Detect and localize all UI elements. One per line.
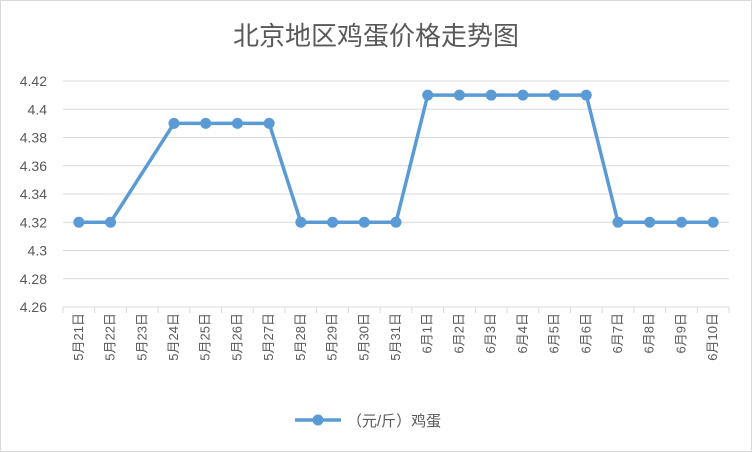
y-tick-label: 4.38	[20, 130, 47, 146]
x-tick-label: 5月22日	[103, 313, 118, 361]
series-layer	[73, 89, 719, 228]
x-tick-label: 6月3日	[483, 313, 498, 353]
x-tick-label: 5月29日	[325, 313, 340, 361]
data-point	[200, 117, 212, 129]
x-tick-label: 6月8日	[642, 313, 657, 353]
y-tick-label: 4.36	[20, 158, 47, 174]
y-tick-label: 4.28	[20, 271, 47, 287]
data-point	[675, 216, 687, 228]
y-tick-label: 4.42	[20, 73, 47, 89]
data-point	[390, 216, 402, 228]
x-tick-label: 5月23日	[134, 313, 149, 361]
data-point	[263, 117, 275, 129]
x-tick-label: 6月5日	[547, 313, 562, 353]
data-point	[168, 117, 180, 129]
x-tick-label: 5月25日	[198, 313, 213, 361]
data-point	[231, 117, 243, 129]
x-tick-label: 5月26日	[229, 313, 244, 361]
data-point	[422, 89, 434, 101]
data-point	[517, 89, 529, 101]
x-tick-label: 5月30日	[356, 313, 371, 361]
x-tick-label: 6月4日	[515, 313, 530, 353]
x-tick-label: 6月2日	[451, 313, 466, 353]
y-tick-label: 4.26	[20, 299, 47, 315]
x-tick-label: 6月9日	[673, 313, 688, 353]
data-point	[453, 89, 465, 101]
legend-label: （元/斤）鸡蛋	[347, 413, 441, 430]
x-tick-label: 5月24日	[166, 313, 181, 361]
y-tick-label: 4.4	[28, 101, 48, 117]
x-axis-ticks: 5月21日 5月22日 5月23日 5月24日 5月25日 5月26日 5月27日 5月28日…	[62, 306, 730, 361]
gridlines	[63, 80, 729, 308]
data-point	[549, 89, 561, 101]
data-point	[580, 89, 592, 101]
data-point	[707, 216, 719, 228]
data-point	[358, 216, 370, 228]
y-tick-label: 4.32	[20, 214, 47, 230]
x-tick-label: 5月21日	[71, 313, 86, 361]
data-point	[73, 216, 85, 228]
y-tick-label: 4.3	[28, 243, 48, 259]
data-point	[105, 216, 117, 228]
y-axis-ticks: 4.26 4.28 4.3 4.32 4.34 4.36 4.38 4.4 4.42	[20, 73, 47, 315]
x-tick-label: 5月28日	[293, 313, 308, 361]
legend: （元/斤）鸡蛋	[295, 413, 441, 430]
data-point	[485, 89, 497, 101]
data-point	[644, 216, 656, 228]
x-tick-label: 5月27日	[261, 313, 276, 361]
x-tick-label: 6月1日	[420, 313, 435, 353]
series-line	[78, 93, 714, 224]
data-point	[612, 216, 624, 228]
y-tick-label: 4.34	[20, 186, 47, 202]
legend-marker	[312, 414, 324, 426]
data-point	[295, 216, 307, 228]
data-point	[327, 216, 339, 228]
chart-title: 北京地区鸡蛋价格走势图	[233, 21, 519, 51]
x-tick-label: 6月10日	[705, 313, 720, 361]
x-tick-label: 6月6日	[578, 313, 593, 353]
x-tick-label: 5月31日	[388, 313, 403, 361]
x-tick-label: 6月7日	[610, 313, 625, 353]
